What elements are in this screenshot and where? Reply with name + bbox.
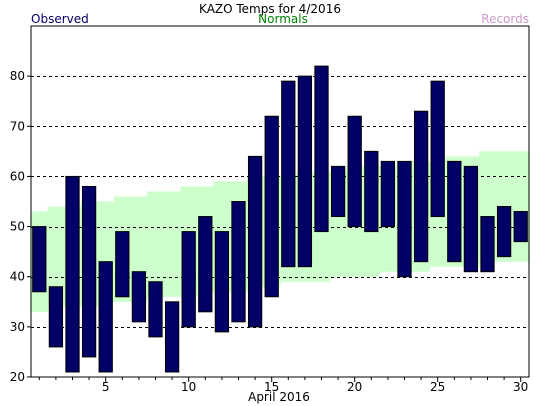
observed-bar-day-11	[198, 216, 213, 313]
observed-bar-day-16	[281, 80, 296, 268]
observed-bar-day-7	[131, 271, 147, 323]
y-tick-label-60: 60	[10, 169, 25, 183]
legend-records: Records	[481, 12, 529, 26]
observed-bar-day-1	[32, 226, 47, 293]
observed-bar-day-30	[513, 211, 528, 243]
normal-range-day-30	[512, 151, 530, 262]
x-tick-label-5: 5	[102, 380, 110, 394]
observed-bar-day-29	[496, 206, 512, 258]
observed-bar-day-20	[347, 115, 362, 228]
grid-lines	[31, 76, 529, 328]
chart-title: KAZO Temps for 4/2016	[199, 2, 341, 16]
y-tick-label-40: 40	[10, 270, 25, 284]
observed-bar-day-24	[413, 110, 429, 263]
normal-range-day-2	[47, 206, 65, 307]
observed-bar-day-4	[81, 185, 97, 358]
observed-bar-day-10	[181, 231, 196, 328]
observed-bar-day-12	[214, 231, 230, 333]
observed-bar-day-19	[330, 165, 346, 218]
plot-frame	[30, 25, 530, 378]
x-axis-label: April 2016	[248, 390, 310, 404]
y-tick-label-50: 50	[10, 220, 25, 234]
x-tick-label-20: 20	[347, 380, 362, 394]
observed-bar-day-27	[463, 165, 479, 273]
observed-bar-day-13	[231, 201, 246, 323]
normal-range-day-9	[163, 191, 181, 297]
axes: 20 30 40 50 60 70 80 5 10 15 20 25 30	[10, 69, 529, 394]
observed-bar-day-2	[48, 286, 64, 348]
y-tick-label-70: 70	[10, 119, 25, 133]
observed-bar-day-15	[264, 115, 279, 298]
observed-bar-day-5	[98, 261, 113, 373]
observed-bar-day-6	[115, 231, 130, 298]
normal-range-day-8	[147, 191, 165, 297]
x-tick-label-10: 10	[181, 380, 196, 394]
observed-bar-day-23	[397, 160, 412, 278]
y-tick-label-30: 30	[10, 320, 25, 334]
observed-bar-day-18	[314, 65, 329, 233]
legend-normals: Normals	[258, 12, 308, 26]
legend-observed: Observed	[31, 12, 89, 26]
observed-bar-day-21	[364, 150, 379, 233]
observed-bar-day-26	[447, 160, 462, 263]
observed-bar-day-9	[164, 301, 180, 373]
observed-bar-day-8	[148, 281, 163, 338]
observed-bar-day-14	[247, 155, 263, 328]
observed-bar-day-22	[380, 160, 396, 228]
observed-bars	[32, 65, 528, 373]
y-tick-label-80: 80	[10, 69, 25, 83]
y-tick-label-20: 20	[10, 370, 25, 384]
observed-bar-day-3	[65, 175, 80, 373]
x-tick-label-15: 15	[264, 380, 279, 394]
observed-bar-day-28	[480, 216, 495, 273]
observed-bar-day-17	[297, 75, 313, 268]
x-tick-label-30: 30	[513, 380, 528, 394]
x-tick-label-25: 25	[430, 380, 445, 394]
observed-bar-day-25	[430, 80, 445, 218]
